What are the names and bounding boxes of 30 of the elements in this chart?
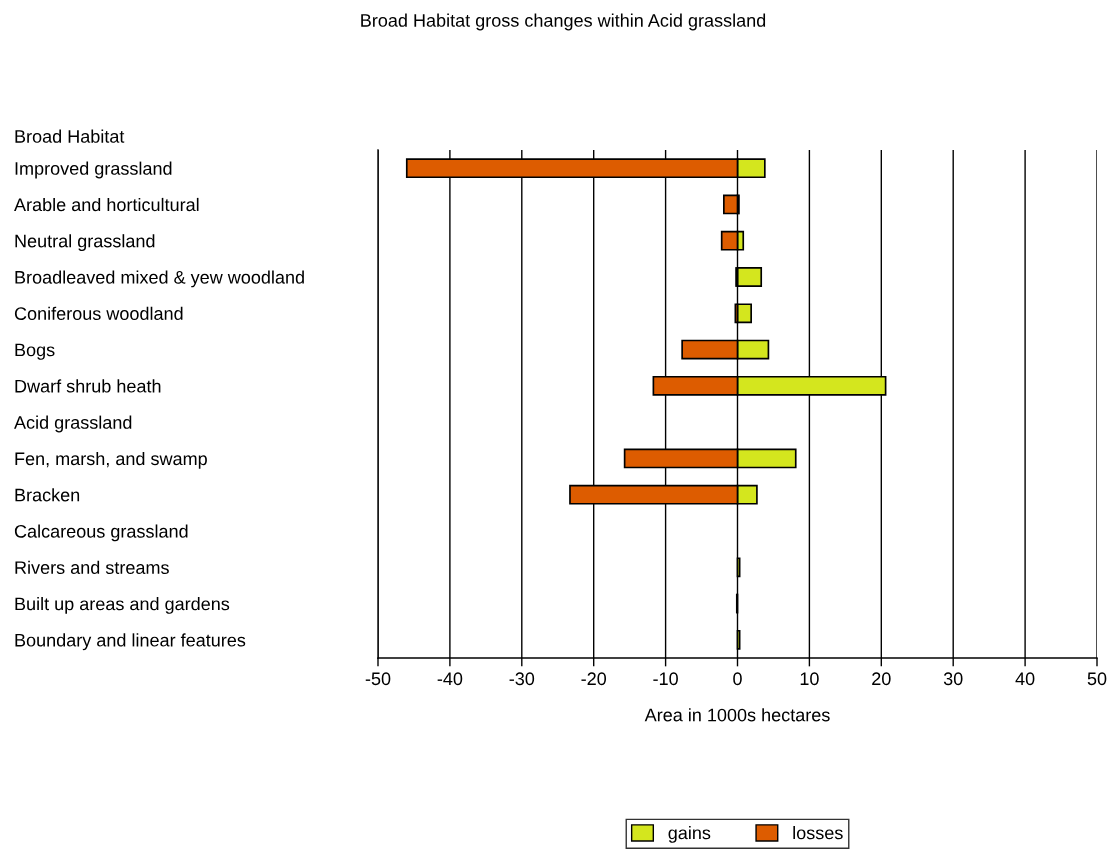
- x-tick-label: 20: [872, 672, 891, 686]
- y-tick-label: Built up areas and gardens: [15, 597, 230, 614]
- y-tick-label: Bracken: [15, 488, 80, 502]
- x-tick-label: -30: [509, 672, 535, 686]
- y-tick-label: Bogs: [15, 343, 55, 360]
- chart-title: Broad Habitat gross changes within Acid grassland: [361, 13, 766, 31]
- x-tick-label: 10: [800, 672, 819, 686]
- x-tick-label: -40: [437, 672, 463, 686]
- y-tick-label: Dwarf shrub heath: [15, 379, 161, 393]
- y-tick-label: Neutral grassland: [15, 234, 155, 251]
- x-tick-label: 50: [1087, 672, 1107, 686]
- x-tick-label: -10: [653, 672, 678, 686]
- y-tick-label: Calcareous grassland: [14, 524, 188, 542]
- y-tick-label: Broadleaved mixed & yew woodland: [15, 270, 304, 288]
- y-axis-title: Broad Habitat: [15, 129, 125, 143]
- y-tick-label: Improved grassland: [15, 161, 172, 179]
- x-axis-title: Area in 1000s hectares: [644, 708, 830, 722]
- x-tick-label: 0: [733, 672, 742, 686]
- x-tick-label: 30: [943, 672, 963, 686]
- y-tick-label: Coniferous woodland: [14, 306, 183, 321]
- y-tick-label: Acid grassland: [14, 415, 132, 433]
- y-tick-label: Boundary and linear features: [15, 633, 246, 651]
- legend-label: gains: [668, 826, 711, 843]
- y-tick-label: Fen, marsh, and swamp: [15, 451, 207, 469]
- x-tick-label: -20: [581, 672, 607, 686]
- y-tick-label: Rivers and streams: [15, 560, 169, 575]
- legend-label: losses: [793, 826, 843, 840]
- x-tick-label: 40: [1015, 672, 1035, 686]
- y-tick-label: Arable and horticultural: [14, 197, 199, 212]
- x-tick-label: -50: [365, 672, 391, 686]
